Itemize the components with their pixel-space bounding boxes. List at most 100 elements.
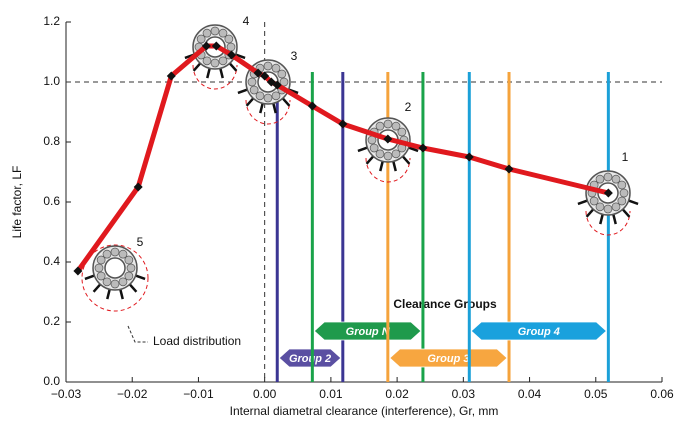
ball xyxy=(218,56,228,66)
ball xyxy=(391,121,401,131)
x-tick-label: 0.04 xyxy=(518,387,542,401)
data-point xyxy=(504,164,514,174)
ball xyxy=(255,91,265,101)
load-line xyxy=(628,199,639,206)
ball xyxy=(263,61,273,71)
ball xyxy=(110,247,120,257)
load-zone xyxy=(365,157,411,183)
ball xyxy=(589,196,599,206)
bearing-label: 1 xyxy=(622,150,629,164)
group-arrow xyxy=(278,348,342,368)
ball xyxy=(202,28,212,38)
ball xyxy=(603,204,613,214)
load-line xyxy=(259,103,264,114)
ball xyxy=(383,119,393,129)
ball xyxy=(279,77,289,87)
ball xyxy=(397,127,407,137)
ball xyxy=(124,255,134,265)
ball xyxy=(226,42,236,52)
data-point xyxy=(383,134,393,144)
ball xyxy=(271,91,281,101)
ball xyxy=(126,263,136,273)
ball xyxy=(375,149,385,159)
bearing-label: 2 xyxy=(405,100,412,114)
ball xyxy=(249,85,259,95)
x-tick-label: 0.01 xyxy=(319,387,343,401)
load-line xyxy=(84,274,95,281)
ball xyxy=(595,202,605,212)
load-line xyxy=(272,103,277,114)
x-tick-label: −0.03 xyxy=(51,387,82,401)
ball xyxy=(611,174,621,184)
data-point xyxy=(272,80,282,90)
ball xyxy=(263,93,273,103)
load-line xyxy=(599,214,604,225)
y-tick-label: 1.2 xyxy=(43,14,60,28)
load-line xyxy=(235,53,246,60)
ball xyxy=(102,277,112,287)
ball xyxy=(96,255,106,265)
load-line xyxy=(621,208,631,218)
ball xyxy=(603,172,613,182)
y-axis-label: Life factor, LF xyxy=(10,166,24,239)
load-line xyxy=(281,97,291,107)
load-line xyxy=(92,283,102,293)
x-tick-label: 0.02 xyxy=(385,387,409,401)
data-point xyxy=(338,119,348,129)
load-line xyxy=(135,274,146,281)
ball xyxy=(369,143,379,153)
bearing-label: 5 xyxy=(137,235,144,249)
ball xyxy=(210,26,220,36)
ball xyxy=(617,196,627,206)
load-line xyxy=(219,68,224,79)
ball xyxy=(277,69,287,79)
ball xyxy=(196,34,206,44)
load-line xyxy=(585,208,595,218)
ball xyxy=(247,77,257,87)
ball xyxy=(383,151,393,161)
ball xyxy=(102,249,112,259)
group-label: Group 3 xyxy=(427,353,469,365)
load-zone xyxy=(81,244,149,312)
data-point xyxy=(166,71,176,81)
ball xyxy=(96,271,106,281)
load-line xyxy=(237,88,248,95)
load-zone xyxy=(192,64,238,90)
ball xyxy=(118,277,128,287)
y-tick-label: 0.4 xyxy=(43,254,60,268)
ball xyxy=(391,149,401,159)
x-tick-label: 0.00 xyxy=(253,387,277,401)
ball xyxy=(94,263,104,273)
data-point xyxy=(603,188,613,198)
x-tick-label: 0.06 xyxy=(650,387,674,401)
load-line xyxy=(365,155,375,165)
data-point xyxy=(307,101,317,111)
load-zone xyxy=(245,99,291,125)
load-line xyxy=(106,289,111,300)
load-line xyxy=(401,155,411,165)
data-point xyxy=(227,50,237,60)
x-tick-label: −0.01 xyxy=(183,387,214,401)
load-line xyxy=(228,62,238,72)
load-zone xyxy=(585,210,631,236)
x-tick-label: −0.02 xyxy=(117,387,148,401)
y-tick-label: 0.6 xyxy=(43,194,60,208)
group-label: Group N xyxy=(346,326,391,338)
load-line xyxy=(612,214,617,225)
data-point xyxy=(211,41,221,51)
y-tick-label: 1.0 xyxy=(43,74,60,88)
ball xyxy=(224,34,234,44)
ball xyxy=(118,249,128,259)
load-line xyxy=(577,199,588,206)
bearing-label: 3 xyxy=(291,49,298,63)
y-tick-label: 0.2 xyxy=(43,314,60,328)
load-line xyxy=(119,289,124,300)
annotation-leader xyxy=(127,325,148,343)
ball xyxy=(218,28,228,38)
group-label: Group 4 xyxy=(518,326,560,338)
data-point xyxy=(253,68,263,78)
y-tick-label: 0.0 xyxy=(43,374,60,388)
data-point xyxy=(133,182,143,192)
ball xyxy=(595,174,605,184)
